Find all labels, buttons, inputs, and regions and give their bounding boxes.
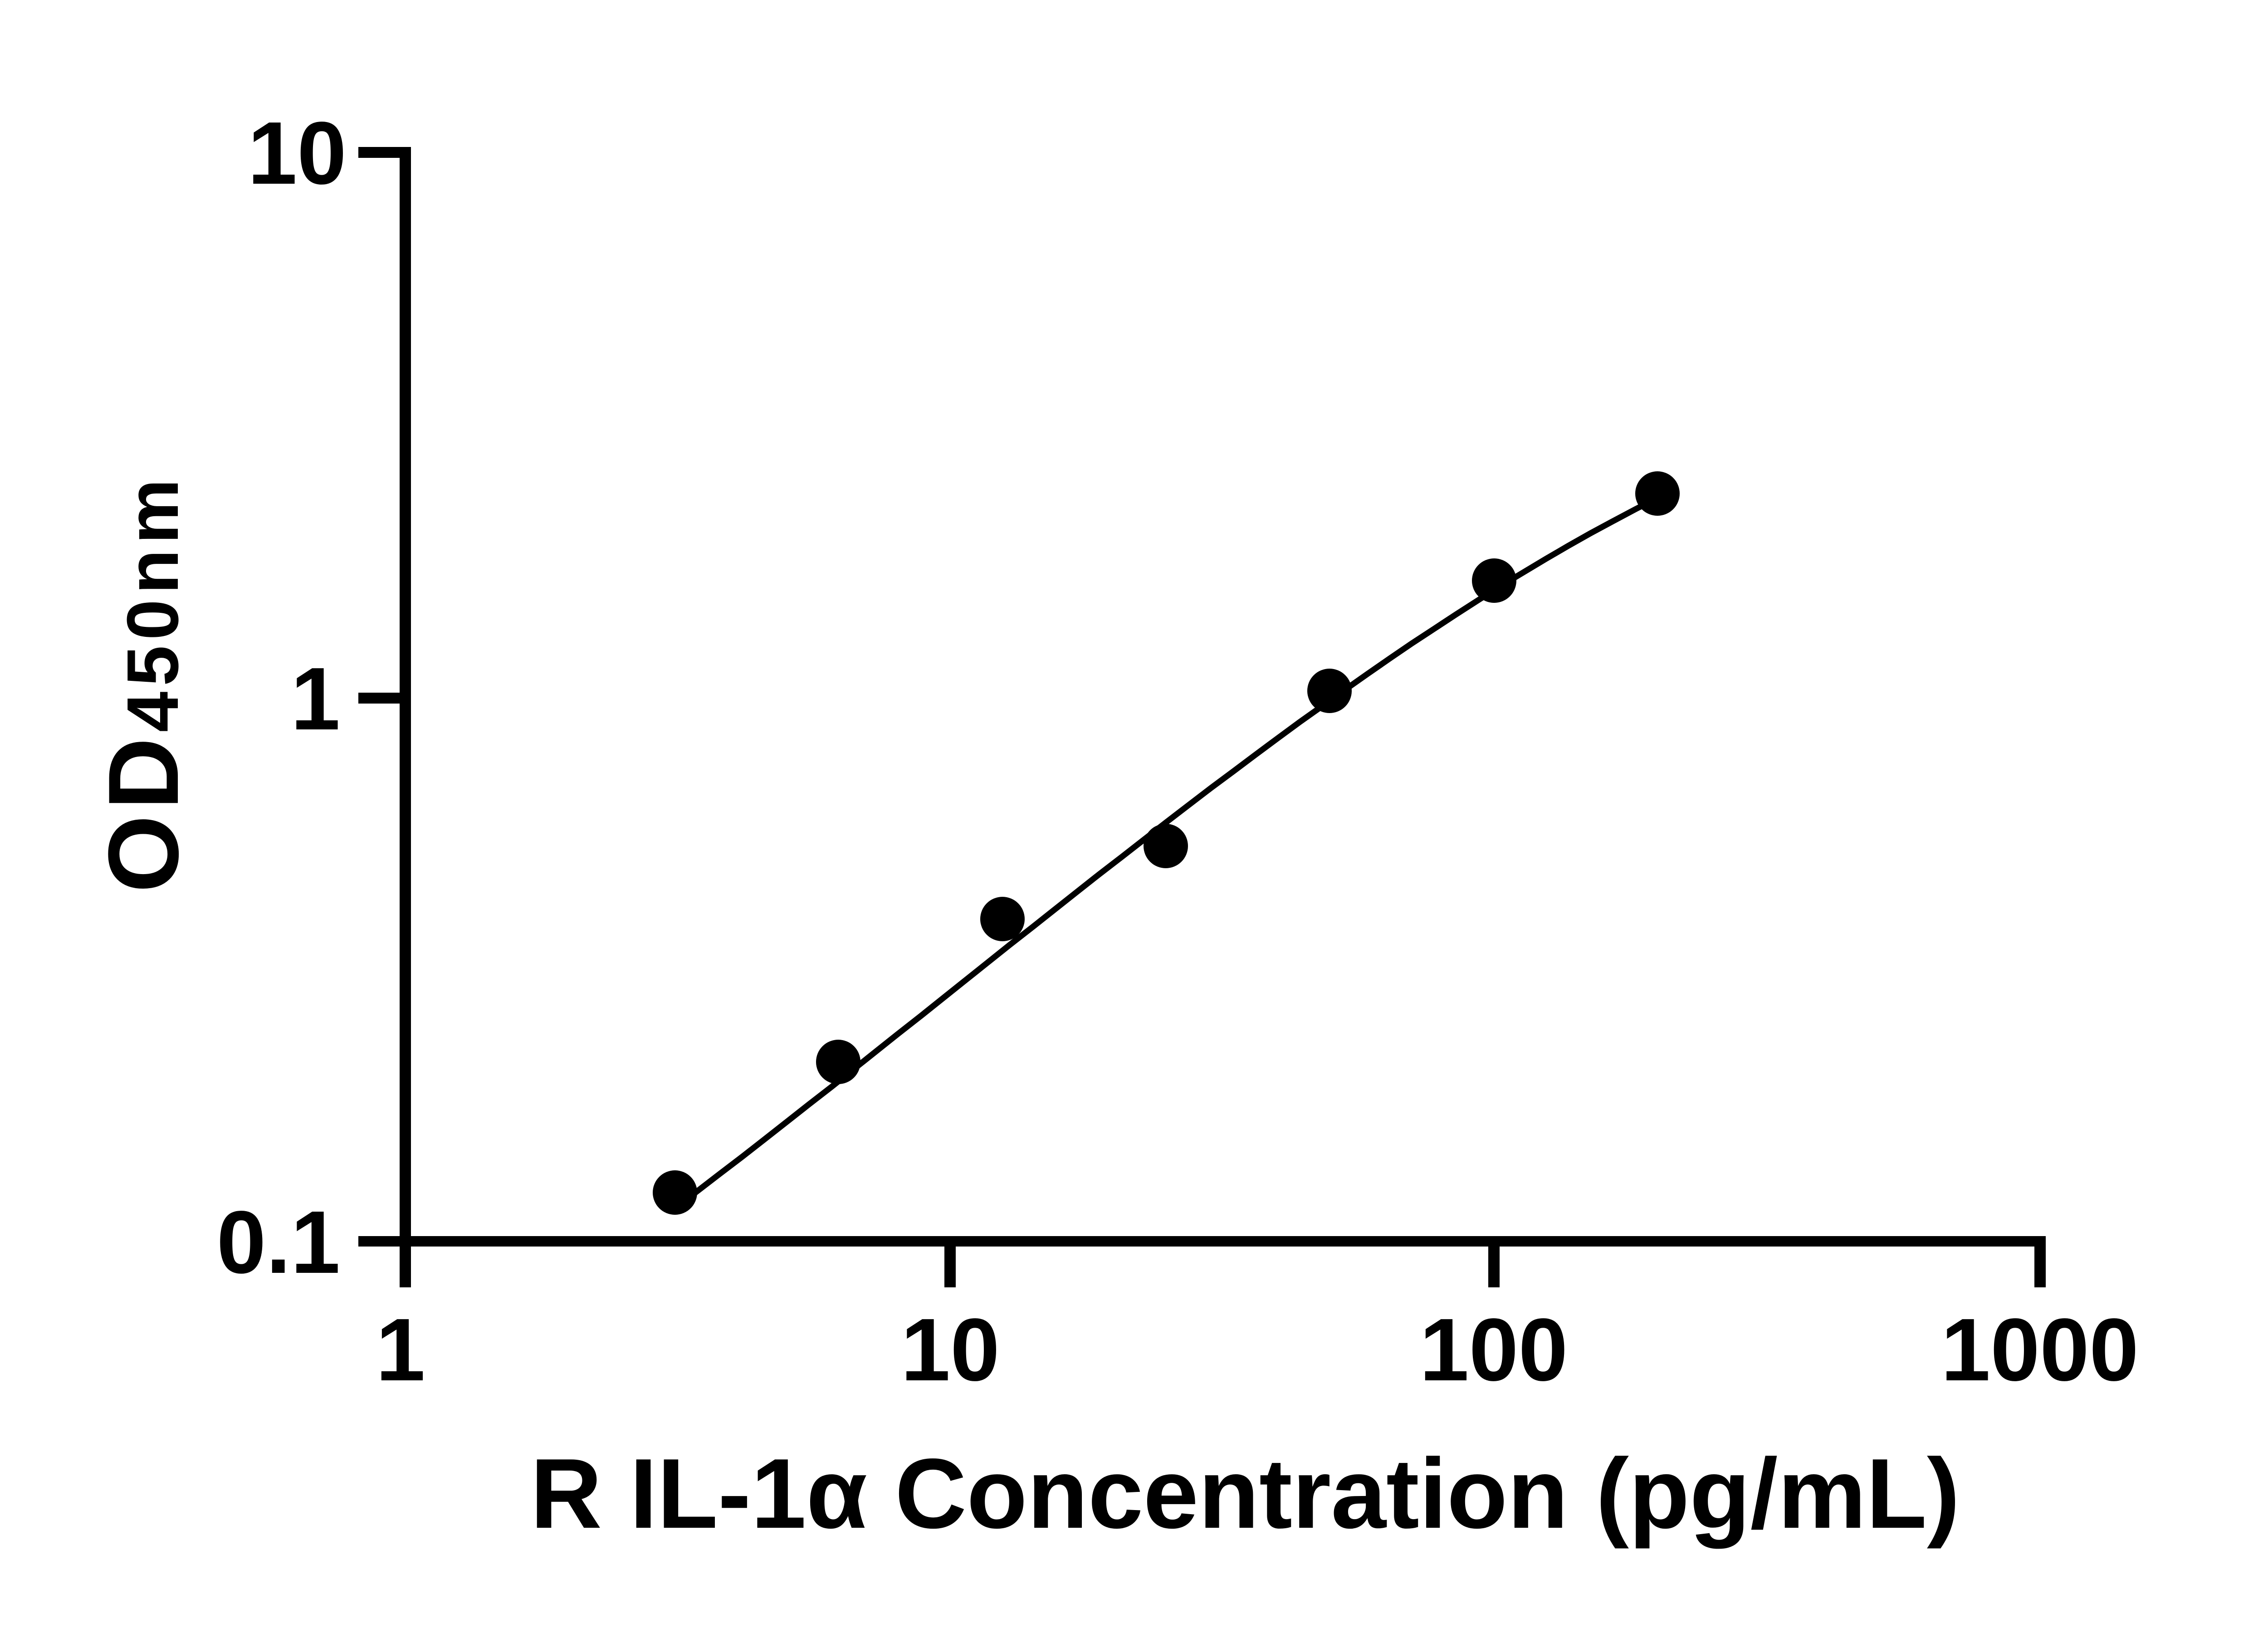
svg-text:OD450nm: OD450nm (88, 474, 199, 893)
svg-text:1: 1 (291, 649, 340, 748)
svg-text:10: 10 (248, 103, 347, 203)
svg-text:10: 10 (901, 1300, 1000, 1399)
svg-text:1: 1 (376, 1300, 425, 1399)
svg-text:R IL-1α Concentration (pg/mL): R IL-1α Concentration (pg/mL) (530, 1438, 1960, 1549)
svg-text:100: 100 (1419, 1300, 1568, 1399)
svg-text:1000: 1000 (1941, 1300, 2139, 1399)
svg-text:0.1: 0.1 (217, 1193, 340, 1292)
